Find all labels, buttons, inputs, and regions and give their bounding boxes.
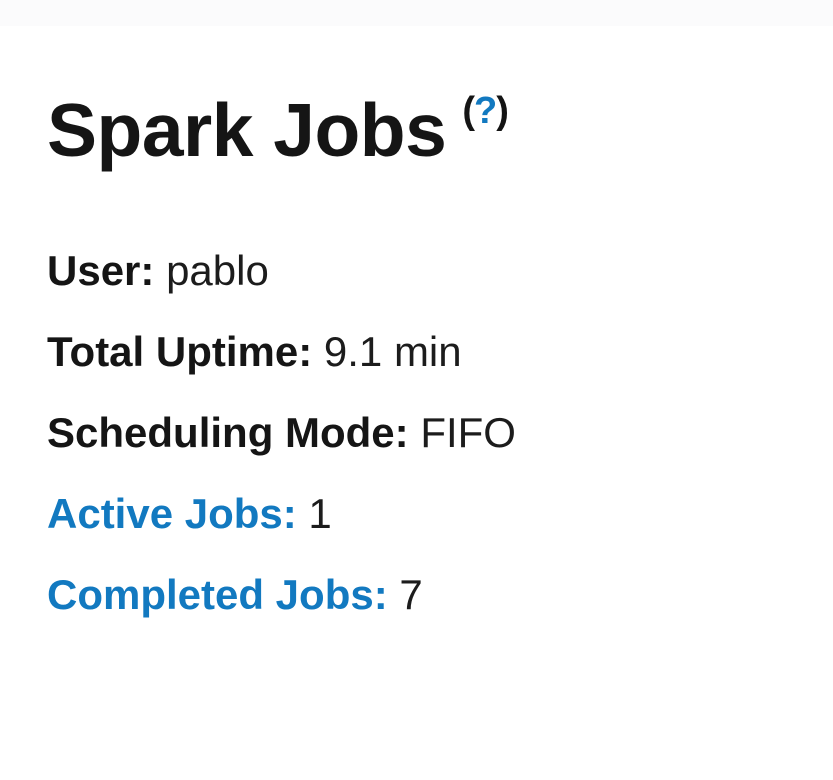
summary-row-total-uptime: Total Uptime: 9.1 min [47,311,833,392]
summary-link-completed-jobs[interactable]: Completed Jobs: [47,571,388,619]
summary-row-user: User: pablo [47,230,833,311]
summary-value-total-uptime: 9.1 min [323,328,462,376]
page-title-text: Spark Jobs [47,88,447,172]
summary-row-active-jobs: Active Jobs: 1 [47,473,833,554]
summary-label-total-uptime: Total Uptime: [47,328,313,376]
summary-row-scheduling-mode: Scheduling Mode: FIFO [47,392,833,473]
summary-link-active-jobs[interactable]: Active Jobs: [47,490,297,538]
page-title: Spark Jobs (?) [0,26,833,168]
summary-row-completed-jobs: Completed Jobs: 7 [47,554,833,635]
summary-value-user: pablo [166,247,269,295]
summary-label-scheduling-mode: Scheduling Mode: [47,409,409,457]
job-summary-list: User: pablo Total Uptime: 9.1 min Schedu… [0,166,833,635]
help-question-icon[interactable]: (?) [462,90,509,132]
summary-value-completed-jobs: 7 [399,571,423,619]
help-close-paren: ) [496,90,509,132]
summary-label-user: User: [47,247,155,295]
help-question-mark: ? [474,90,497,132]
spark-jobs-page: Spark Jobs (?) User: pablo Total Uptime: … [0,26,833,635]
summary-value-active-jobs: 1 [308,490,332,538]
help-open-paren: ( [462,90,475,132]
summary-value-scheduling-mode: FIFO [420,409,516,457]
navbar-bottom-strip [0,0,833,26]
